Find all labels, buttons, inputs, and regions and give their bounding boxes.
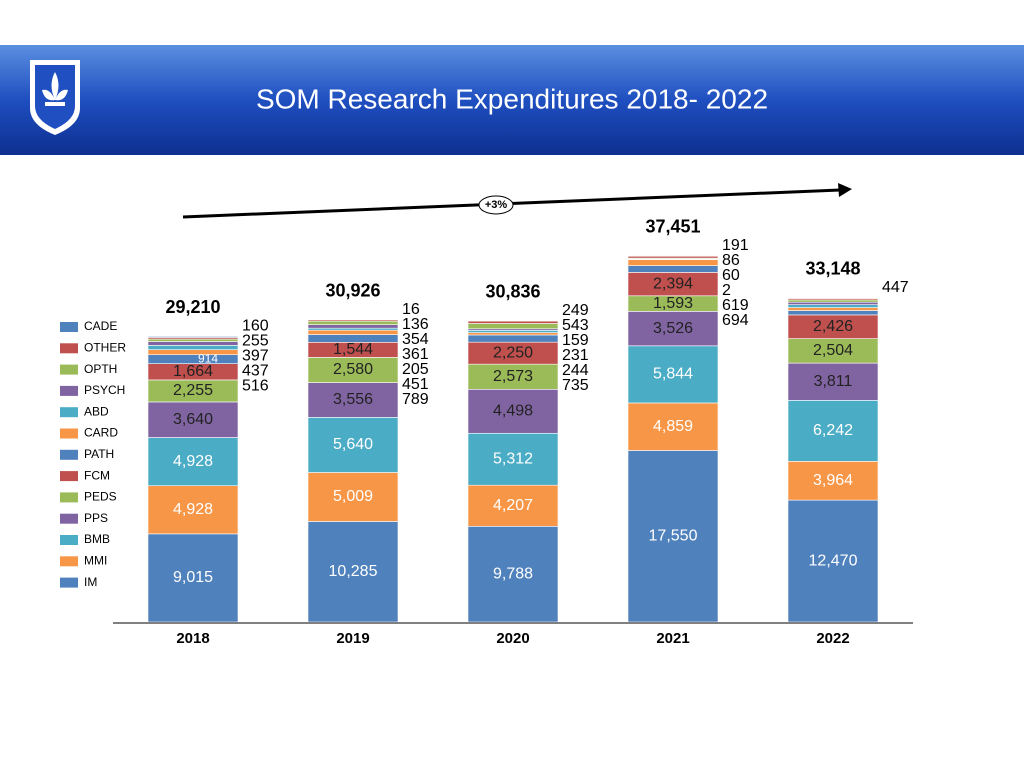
data-label: 2,504	[813, 342, 853, 359]
data-label: 10,285	[329, 563, 378, 580]
legend-swatch	[60, 578, 78, 588]
data-label: 5,009	[333, 488, 373, 505]
legend-label: BMB	[84, 532, 110, 546]
total-label: 29,210	[165, 297, 220, 317]
data-label: 735	[562, 377, 589, 394]
legend-label: PEDS	[84, 490, 117, 504]
data-label: 4,498	[493, 403, 533, 420]
bar-segment	[788, 311, 878, 315]
legend-swatch	[60, 365, 78, 375]
legend-label: FCM	[84, 468, 110, 482]
x-tick-label: 2018	[176, 630, 209, 647]
legend-label: OPTH	[84, 362, 117, 376]
bar-segment	[468, 330, 558, 332]
legend-swatch	[60, 429, 78, 439]
data-label: 2,394	[653, 275, 693, 292]
chart-title: SOM Research Expenditures 2018- 2022	[256, 83, 768, 114]
bar-segment	[788, 300, 878, 302]
data-label: 694	[722, 312, 749, 329]
bar-segment	[308, 330, 398, 334]
logo	[30, 60, 80, 135]
bar-segment	[148, 342, 238, 346]
total-label: 33,148	[805, 259, 860, 279]
legend-label: ABD	[84, 404, 109, 418]
data-label: 2,580	[333, 361, 373, 378]
legend-label: OTHER	[84, 340, 126, 354]
total-label: 30,926	[325, 280, 380, 300]
data-label: 789	[402, 391, 429, 408]
legend-swatch	[60, 450, 78, 460]
bar-segment	[148, 350, 238, 355]
legend-swatch	[60, 492, 78, 502]
bar-segment	[148, 339, 238, 341]
x-tick-label: 2020	[496, 630, 529, 647]
legend-label: CARD	[84, 426, 118, 440]
data-label: 3,964	[813, 472, 853, 489]
bar-segment	[628, 266, 718, 273]
x-tick-label: 2022	[816, 630, 849, 647]
bar-segment	[148, 345, 238, 349]
bar-segment	[788, 308, 878, 311]
data-label: 9,788	[493, 565, 533, 582]
data-label: 17,550	[649, 527, 698, 544]
data-label: 2,255	[173, 382, 213, 399]
bar-segment	[308, 325, 398, 329]
bar-segment	[628, 260, 718, 266]
bar-segment	[308, 328, 398, 330]
data-label: 3,811	[814, 373, 853, 390]
bar-segment	[308, 321, 398, 324]
data-label: 3,526	[653, 320, 693, 337]
data-label: 1,664	[173, 363, 213, 380]
legend-label: MMI	[84, 553, 107, 567]
data-label: 1,593	[653, 295, 693, 312]
trend-annotation: +3%	[485, 199, 508, 211]
data-label: 9,015	[173, 569, 213, 586]
data-label: 3,556	[333, 391, 373, 408]
data-label: 12,470	[809, 552, 858, 569]
total-label: 37,451	[645, 217, 700, 237]
bar-segment	[148, 336, 238, 337]
legend-swatch	[60, 471, 78, 481]
legend-label: CADE	[84, 319, 117, 333]
data-label: 4,928	[173, 453, 213, 470]
data-label: 2,573	[493, 368, 533, 385]
data-label: 2,426	[813, 318, 853, 335]
data-label: 3,640	[173, 411, 213, 428]
legend-swatch	[60, 343, 78, 353]
bar-segment	[468, 333, 558, 335]
data-label: 1,544	[333, 341, 373, 358]
data-label: 5,844	[653, 366, 693, 383]
legend-swatch	[60, 322, 78, 332]
legend-swatch	[60, 556, 78, 566]
legend-swatch	[60, 386, 78, 396]
data-label: 4,928	[173, 501, 213, 518]
data-label: 4,207	[493, 497, 533, 514]
data-label: 2,250	[493, 344, 533, 361]
bar-segment	[468, 321, 558, 323]
legend-label: PATH	[84, 447, 114, 461]
legend-swatch	[60, 535, 78, 545]
data-label: 4,859	[653, 418, 693, 435]
data-label: 5,640	[333, 436, 373, 453]
legend-label: PSYCH	[84, 383, 125, 397]
legend-label: PPS	[84, 511, 108, 525]
bar-segment	[788, 302, 878, 304]
data-label: 447	[882, 279, 909, 296]
bar-segment	[468, 323, 558, 328]
legend-label: IM	[84, 575, 97, 589]
x-tick-label: 2019	[336, 630, 369, 647]
x-tick-label: 2021	[656, 630, 689, 647]
trend-arrow	[183, 183, 852, 217]
legend-swatch	[60, 407, 78, 417]
total-label: 30,836	[485, 281, 540, 301]
data-label: 5,312	[493, 450, 533, 467]
data-label: 516	[242, 378, 269, 395]
bar-segment	[468, 335, 558, 342]
data-label: 6,242	[813, 422, 853, 439]
legend-swatch	[60, 514, 78, 524]
bar-segment	[788, 305, 878, 308]
